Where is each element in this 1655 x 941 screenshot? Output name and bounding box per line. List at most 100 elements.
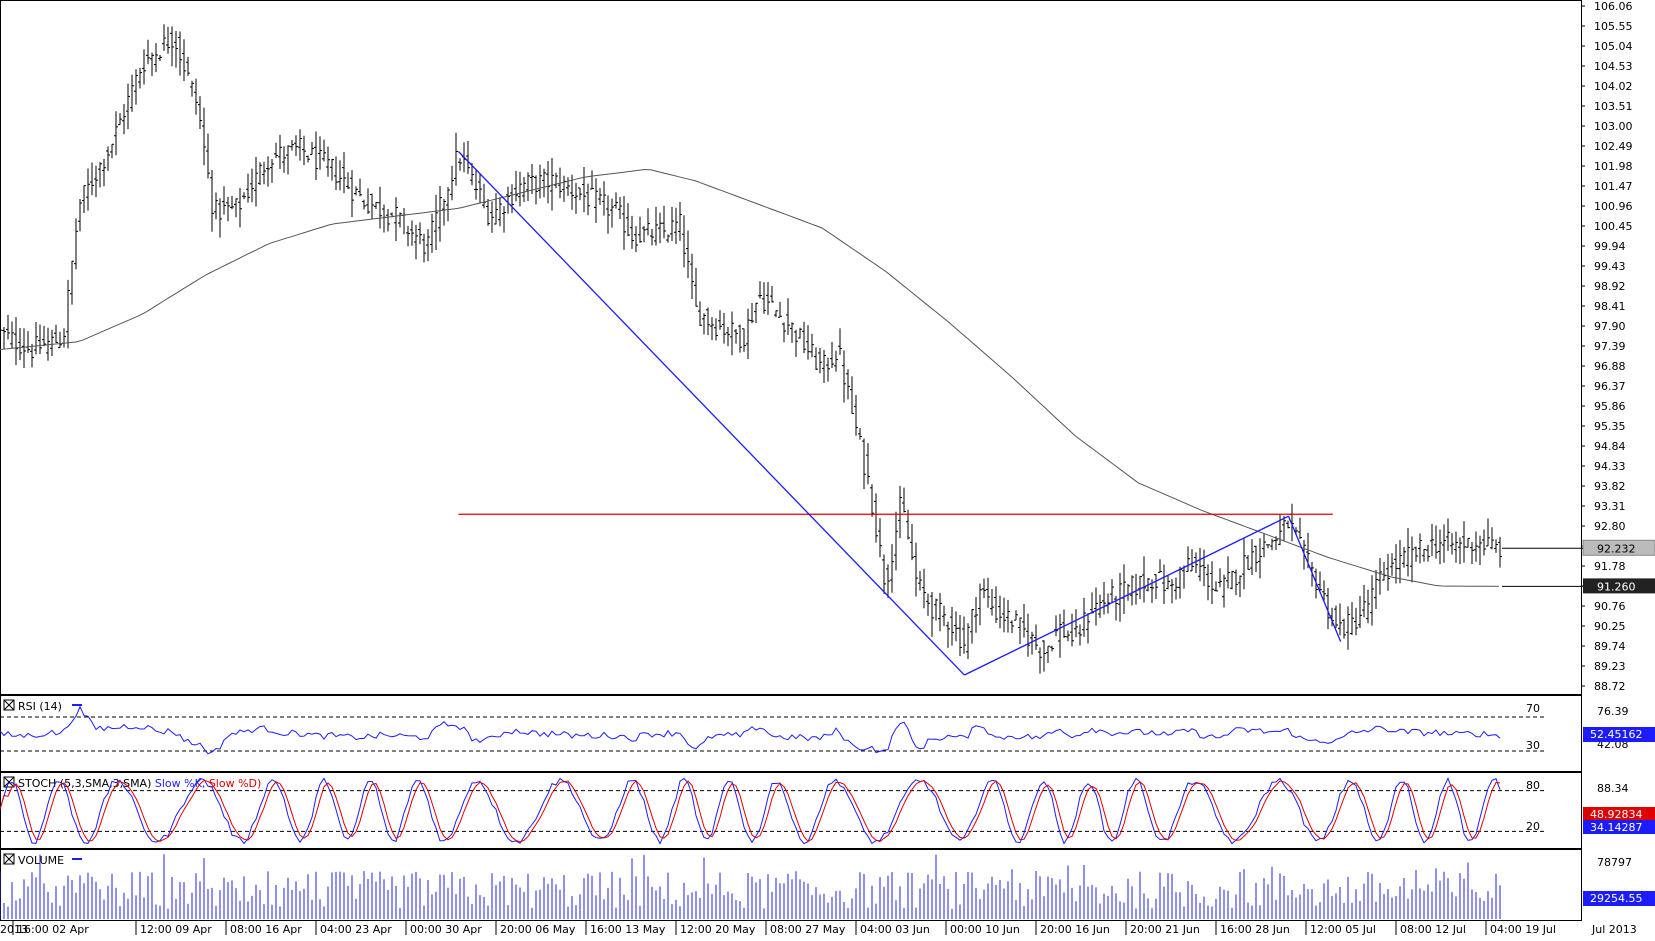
trend-lines — [458, 151, 1342, 676]
main-ytick-label: 104.53 — [1594, 60, 1633, 73]
stoch-level-80-label: 80 — [1526, 779, 1540, 792]
x-tick-label: 16:00 02 Apr — [17, 923, 89, 936]
main-ytick-label: 99.94 — [1594, 240, 1626, 253]
main-price-tags: 92.232 91.260 — [1501, 539, 1655, 594]
stoch-k-value: 48.92834 — [1590, 808, 1643, 821]
x-tick-label: 20:00 06 May — [500, 923, 576, 936]
volume-bars — [0, 854, 1501, 919]
rsi-value: 52.45162 — [1590, 728, 1643, 741]
x-tick-label: 04:00 19 Jul — [1490, 923, 1556, 936]
main-ytick-label: 106.06 — [1594, 0, 1633, 13]
x-tick-label: 16:00 28 Jun — [1220, 923, 1290, 936]
rsi-title: RSI (14) — [18, 700, 62, 713]
trend-line — [1287, 515, 1342, 642]
main-panel-frame — [0, 0, 1582, 695]
x-tick-label: 08:00 16 Apr — [230, 923, 302, 936]
main-ytick-label: 104.02 — [1594, 80, 1633, 93]
x-tick-label: 16:00 13 May — [590, 923, 666, 936]
stoch-d-line — [0, 779, 1501, 843]
main-ytick-label: 98.41 — [1594, 300, 1626, 313]
rsi-line — [0, 705, 1501, 755]
main-ytick-label: 105.55 — [1594, 20, 1633, 33]
ma-value-tag — [1583, 578, 1655, 594]
x-tick-label: 12:00 09 Apr — [140, 923, 212, 936]
x-tick-label: 04:00 03 Jun — [860, 923, 930, 936]
main-ytick-label: 98.92 — [1594, 280, 1626, 293]
main-ytick-label: 101.98 — [1594, 160, 1633, 173]
main-ytick-label: 97.90 — [1594, 320, 1626, 333]
main-ytick-label: 97.39 — [1594, 340, 1626, 353]
main-ytick-label: 95.35 — [1594, 420, 1626, 433]
x-tick-label: 2013 — [0, 923, 28, 936]
stoch-k-value-tag — [1583, 807, 1655, 822]
main-ohlc-bars — [0, 24, 1502, 674]
rsi-panel: RSI (14) 70 30 76.39 42.08 52.45162 — [0, 695, 1655, 772]
main-ytick-label: 93.82 — [1594, 480, 1626, 493]
volume-value-tag — [1583, 891, 1655, 906]
main-ytick-label: 100.96 — [1594, 200, 1633, 213]
stoch-d-value: 34.14287 — [1590, 821, 1643, 834]
main-ytick-label: 92.80 — [1594, 520, 1626, 533]
main-ytick-label: 100.45 — [1594, 220, 1633, 233]
x-tick-label: Jul 2013 — [1591, 923, 1637, 936]
x-tick-label: 20:00 16 Jun — [1040, 923, 1110, 936]
main-ytick-label: 95.86 — [1594, 400, 1626, 413]
main-ytick-label: 94.33 — [1594, 460, 1626, 473]
stoch-level-20-label: 20 — [1526, 820, 1540, 833]
main-ytick-label: 89.23 — [1594, 660, 1626, 673]
main-ytick-label: 90.25 — [1594, 620, 1626, 633]
stoch-d-value-tag — [1583, 820, 1655, 834]
main-ytick-label: 103.00 — [1594, 120, 1633, 133]
x-tick-label: 08:00 27 May — [770, 923, 846, 936]
x-tick-label: 12:00 05 Jul — [1310, 923, 1376, 936]
volume-close-box[interactable] — [3, 853, 15, 865]
last-price-value: 92.232 — [1597, 542, 1636, 555]
main-ytick-label: 93.31 — [1594, 500, 1626, 513]
ma-value: 91.260 — [1597, 580, 1636, 593]
x-tick-label: 12:00 20 May — [680, 923, 756, 936]
main-ytick-label: 102.49 — [1594, 140, 1633, 153]
x-tick-label: 00:00 10 Jun — [950, 923, 1020, 936]
main-ytick-label: 99.43 — [1594, 260, 1626, 273]
trend-line — [458, 151, 965, 676]
main-ytick-label: 90.76 — [1594, 600, 1626, 613]
stoch-k-line — [0, 777, 1501, 845]
volume-panel: VOLUME 78797 29254.55 — [0, 849, 1655, 921]
x-tick-label: 04:00 23 Apr — [320, 923, 392, 936]
main-ytick-label: 96.88 — [1594, 360, 1626, 373]
volume-value: 29254.55 — [1590, 892, 1643, 905]
rsi-panel-frame — [0, 695, 1582, 772]
rsi-ytick-high: 76.39 — [1597, 705, 1629, 718]
main-price-panel: 106.06 105.55 105.04 104.53 104.02 103.51 103.… — [0, 0, 1655, 695]
main-ytick-label: 94.84 — [1594, 440, 1626, 453]
moving-average-line — [0, 168, 1499, 587]
stochastic-panel: STOCH (5,3,SMA,3,SMA) Slow %K, Slow %D) … — [0, 772, 1655, 849]
main-ytick-label: 103.51 — [1594, 100, 1633, 113]
main-ytick-label: 105.04 — [1594, 40, 1633, 53]
stoch-title: STOCH (5,3,SMA,3,SMA) Slow %K, Slow %D) — [18, 777, 261, 790]
stoch-close-box[interactable] — [3, 776, 15, 788]
volume-ytick: 78797 — [1597, 856, 1632, 869]
stoch-ytick: 88.34 — [1597, 782, 1629, 795]
stoch-title-prefix: STOCH (5,3,SMA,3,SMA) — [18, 777, 151, 790]
main-ytick-label: 89.74 — [1594, 640, 1626, 653]
rsi-level-70-label: 70 — [1526, 702, 1540, 715]
x-tick-label: 00:00 30 Apr — [410, 923, 482, 936]
main-ytick-label: 91.78 — [1594, 560, 1626, 573]
x-tick-label: 08:00 12 Jul — [1400, 923, 1466, 936]
rsi-value-tag — [1583, 727, 1655, 742]
main-ytick-label: 96.37 — [1594, 380, 1626, 393]
trend-line — [964, 515, 1289, 676]
main-ytick-label: 101.47 — [1594, 180, 1633, 193]
stoch-d-label: Slow %D) — [209, 777, 261, 790]
stoch-k-label: Slow %K, — [155, 777, 205, 790]
rsi-close-box[interactable] — [3, 699, 15, 711]
rsi-level-30-label: 30 — [1526, 739, 1540, 752]
stoch-panel-frame — [0, 772, 1582, 849]
main-ytick-label: 88.72 — [1594, 680, 1626, 693]
volume-title: VOLUME — [18, 854, 64, 867]
x-tick-label: 20:00 21 Jun — [1130, 923, 1200, 936]
